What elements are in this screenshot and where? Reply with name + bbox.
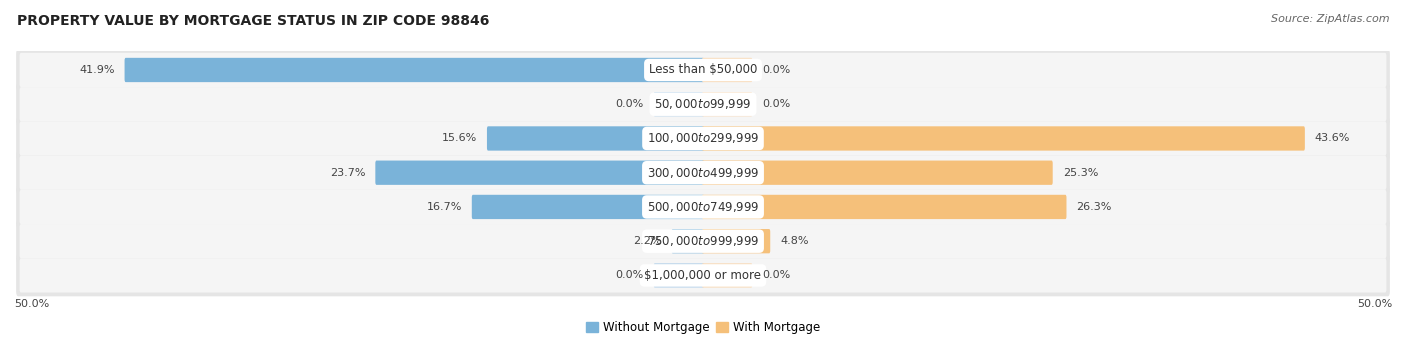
Text: 2.2%: 2.2%: [633, 236, 662, 246]
Text: $500,000 to $749,999: $500,000 to $749,999: [647, 200, 759, 214]
Text: 0.0%: 0.0%: [762, 65, 790, 75]
FancyBboxPatch shape: [472, 195, 704, 219]
Text: $100,000 to $299,999: $100,000 to $299,999: [647, 132, 759, 146]
Text: 15.6%: 15.6%: [441, 133, 477, 144]
FancyBboxPatch shape: [15, 83, 1391, 125]
FancyBboxPatch shape: [702, 92, 752, 116]
Text: 25.3%: 25.3%: [1063, 168, 1098, 178]
FancyBboxPatch shape: [20, 121, 1386, 155]
FancyBboxPatch shape: [672, 229, 704, 253]
FancyBboxPatch shape: [20, 53, 1386, 87]
Text: $1,000,000 or more: $1,000,000 or more: [644, 269, 762, 282]
Text: 0.0%: 0.0%: [762, 99, 790, 109]
FancyBboxPatch shape: [20, 190, 1386, 224]
Text: 26.3%: 26.3%: [1077, 202, 1112, 212]
FancyBboxPatch shape: [15, 254, 1391, 296]
FancyBboxPatch shape: [20, 155, 1386, 190]
Text: Less than $50,000: Less than $50,000: [648, 63, 758, 76]
FancyBboxPatch shape: [702, 58, 752, 82]
Text: $50,000 to $99,999: $50,000 to $99,999: [654, 97, 752, 111]
FancyBboxPatch shape: [15, 118, 1391, 159]
FancyBboxPatch shape: [20, 258, 1386, 293]
FancyBboxPatch shape: [702, 195, 1067, 219]
FancyBboxPatch shape: [20, 87, 1386, 121]
Text: PROPERTY VALUE BY MORTGAGE STATUS IN ZIP CODE 98846: PROPERTY VALUE BY MORTGAGE STATUS IN ZIP…: [17, 14, 489, 28]
FancyBboxPatch shape: [702, 161, 1053, 185]
Text: 0.0%: 0.0%: [616, 270, 644, 280]
Text: $300,000 to $499,999: $300,000 to $499,999: [647, 166, 759, 180]
Text: $750,000 to $999,999: $750,000 to $999,999: [647, 234, 759, 248]
Text: Source: ZipAtlas.com: Source: ZipAtlas.com: [1271, 14, 1389, 24]
Text: 50.0%: 50.0%: [1357, 299, 1392, 309]
FancyBboxPatch shape: [702, 126, 1305, 151]
FancyBboxPatch shape: [654, 263, 704, 287]
FancyBboxPatch shape: [702, 263, 752, 287]
FancyBboxPatch shape: [15, 220, 1391, 262]
FancyBboxPatch shape: [654, 92, 704, 116]
Text: 50.0%: 50.0%: [14, 299, 49, 309]
Text: 43.6%: 43.6%: [1315, 133, 1350, 144]
FancyBboxPatch shape: [125, 58, 704, 82]
FancyBboxPatch shape: [702, 229, 770, 253]
FancyBboxPatch shape: [15, 49, 1391, 91]
Text: 4.8%: 4.8%: [780, 236, 808, 246]
Text: 16.7%: 16.7%: [426, 202, 461, 212]
FancyBboxPatch shape: [20, 224, 1386, 258]
Text: 23.7%: 23.7%: [330, 168, 366, 178]
FancyBboxPatch shape: [486, 126, 704, 151]
FancyBboxPatch shape: [375, 161, 704, 185]
Text: 41.9%: 41.9%: [79, 65, 115, 75]
FancyBboxPatch shape: [15, 152, 1391, 194]
Text: 0.0%: 0.0%: [616, 99, 644, 109]
Text: 0.0%: 0.0%: [762, 270, 790, 280]
Legend: Without Mortgage, With Mortgage: Without Mortgage, With Mortgage: [581, 316, 825, 339]
FancyBboxPatch shape: [15, 186, 1391, 228]
